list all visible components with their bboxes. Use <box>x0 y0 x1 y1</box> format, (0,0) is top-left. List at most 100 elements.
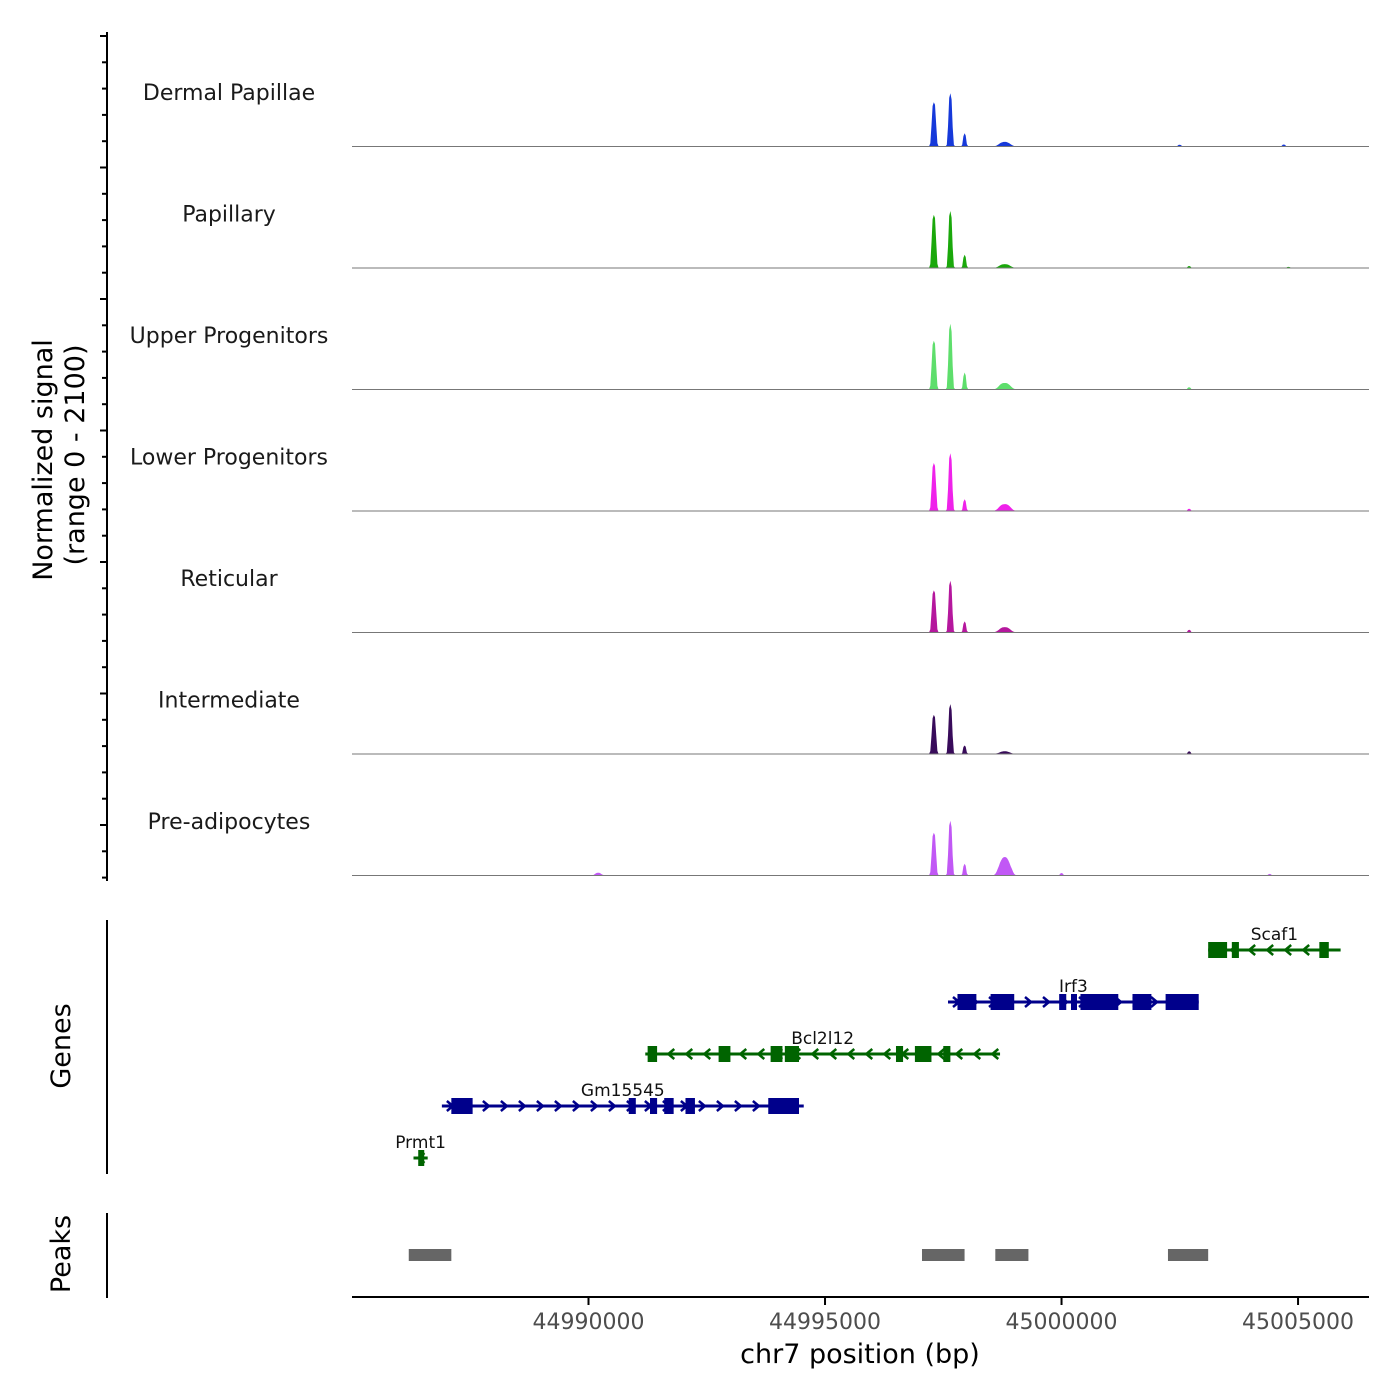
coverage-track: Upper Progenitors <box>130 323 1369 390</box>
peaks-track-label: Peaks <box>46 1215 77 1293</box>
x-tick-label: 44995000 <box>769 1310 881 1335</box>
gene-model: Prmt1 <box>395 1133 446 1166</box>
peak-region <box>1167 1249 1209 1261</box>
strand-chevron <box>882 1048 892 1060</box>
gene-label: Irf3 <box>1059 977 1088 997</box>
coverage-track-label: Papillary <box>182 203 276 228</box>
gene-label: Gm15545 <box>581 1081 665 1101</box>
strand-chevron <box>936 1048 946 1060</box>
strand-chevron <box>738 1048 748 1060</box>
gene-exon <box>784 1046 800 1062</box>
strand-chevron <box>1024 996 1033 1008</box>
strand-chevron <box>684 1048 694 1060</box>
gene-exon <box>990 994 1015 1010</box>
coverage-track-label: Lower Progenitors <box>130 446 328 471</box>
gene-exon <box>770 1046 783 1062</box>
gene-exon <box>1208 942 1228 958</box>
gene-label: Bcl2l12 <box>791 1029 854 1049</box>
gene-exon <box>628 1098 636 1114</box>
x-tick-label: 45000000 <box>1006 1310 1118 1335</box>
strand-chevron <box>1247 944 1256 956</box>
strand-chevron <box>752 1100 761 1112</box>
coverage-signal-area <box>588 211 1322 269</box>
gene-exon <box>957 994 977 1010</box>
coverage-track-label: Upper Progenitors <box>130 324 329 349</box>
strand-chevron <box>1265 944 1274 956</box>
gene-model: Irf3 <box>948 977 1199 1010</box>
gene-exon <box>895 1046 904 1062</box>
coverage-track: Dermal Papillae <box>143 81 1369 147</box>
coverage-track-label: Intermediate <box>158 689 300 714</box>
gene-exon <box>1319 942 1329 958</box>
strand-chevron <box>1150 996 1159 1008</box>
coverage-track: Lower Progenitors <box>130 446 1369 512</box>
coverage-track-label: Pre-adipocytes <box>148 810 311 835</box>
peak-region <box>921 1249 965 1261</box>
gene-exon <box>451 1098 473 1114</box>
gene-exon <box>1070 994 1077 1010</box>
coverage-track-label: Reticular <box>180 567 278 592</box>
gene-exon <box>650 1098 658 1114</box>
strand-chevron <box>500 1100 509 1112</box>
coverage-ylabel-line1: Normalized signal <box>28 339 59 581</box>
strand-chevron <box>734 1100 743 1112</box>
strand-chevron <box>1042 996 1051 1008</box>
strand-chevron <box>828 1048 838 1060</box>
strand-chevron <box>864 1048 874 1060</box>
coverage-signal-area <box>588 580 1322 633</box>
coverage-track: Reticular <box>180 567 1369 633</box>
gene-model: Gm15545 <box>441 1081 804 1114</box>
coverage-track: Intermediate <box>158 689 1369 755</box>
strand-chevron <box>702 1048 712 1060</box>
peak-region <box>995 1249 1029 1261</box>
gene-exon <box>914 1046 932 1062</box>
gene-label: Prmt1 <box>395 1133 446 1153</box>
strand-chevron <box>810 1048 820 1060</box>
strand-chevron <box>608 1100 617 1112</box>
strand-chevron <box>1283 944 1292 956</box>
x-tick-label: 44990000 <box>533 1310 645 1335</box>
strand-chevron <box>756 1048 766 1060</box>
gene-label: Scaf1 <box>1251 925 1298 945</box>
coverage-signal-area <box>588 93 1322 147</box>
gene-exon <box>664 1098 674 1114</box>
gene-exon <box>1080 994 1119 1010</box>
coverage-signal-area <box>588 323 1322 390</box>
strand-chevron <box>572 1100 581 1112</box>
strand-chevron <box>554 1100 563 1112</box>
strand-chevron <box>1301 944 1310 956</box>
peak-regions <box>408 1249 1209 1261</box>
strand-chevron <box>698 1100 707 1112</box>
strand-chevron <box>518 1100 527 1112</box>
x-axis-ticks: 44990000 44995000 45000000 45005000 <box>533 1297 1354 1335</box>
coverage-track-label: Dermal Papillae <box>143 81 315 106</box>
x-axis-label: chr7 position (bp) <box>740 1339 980 1370</box>
strand-chevron <box>990 1048 1000 1060</box>
strand-chevron <box>590 1100 599 1112</box>
gene-exon <box>1165 994 1199 1010</box>
gene-annotations: Prmt1 Gm15545 Bcl2l12 Irf3 Scaf1 <box>395 925 1341 1166</box>
strand-chevron <box>954 1048 964 1060</box>
strand-chevron <box>716 1100 725 1112</box>
strand-chevron <box>846 1048 856 1060</box>
strand-chevron <box>482 1100 491 1112</box>
gene-exon <box>647 1046 658 1062</box>
gene-exon <box>1231 942 1239 958</box>
coverage-track: Papillary <box>182 203 1369 269</box>
coverage-y-ticks <box>100 35 107 879</box>
strand-chevron <box>972 1048 982 1060</box>
coverage-tracks: Dermal Papillae Papillary Upper Progenitor… <box>130 81 1369 876</box>
peak-region <box>408 1249 452 1261</box>
gene-model: Scaf1 <box>1208 925 1341 958</box>
strand-chevron <box>536 1100 545 1112</box>
gene-model: Bcl2l12 <box>645 1029 1001 1062</box>
gene-exon <box>418 1150 425 1166</box>
gene-exon <box>718 1046 731 1062</box>
gene-exon <box>1132 994 1152 1010</box>
coverage-track: Pre-adipocytes <box>148 810 1369 876</box>
gene-exon <box>943 1046 951 1062</box>
x-tick-label: 45005000 <box>1242 1310 1354 1335</box>
coverage-ylabel-line2: (range 0 - 2100) <box>60 345 91 566</box>
genes-track-label: Genes <box>46 1003 77 1088</box>
